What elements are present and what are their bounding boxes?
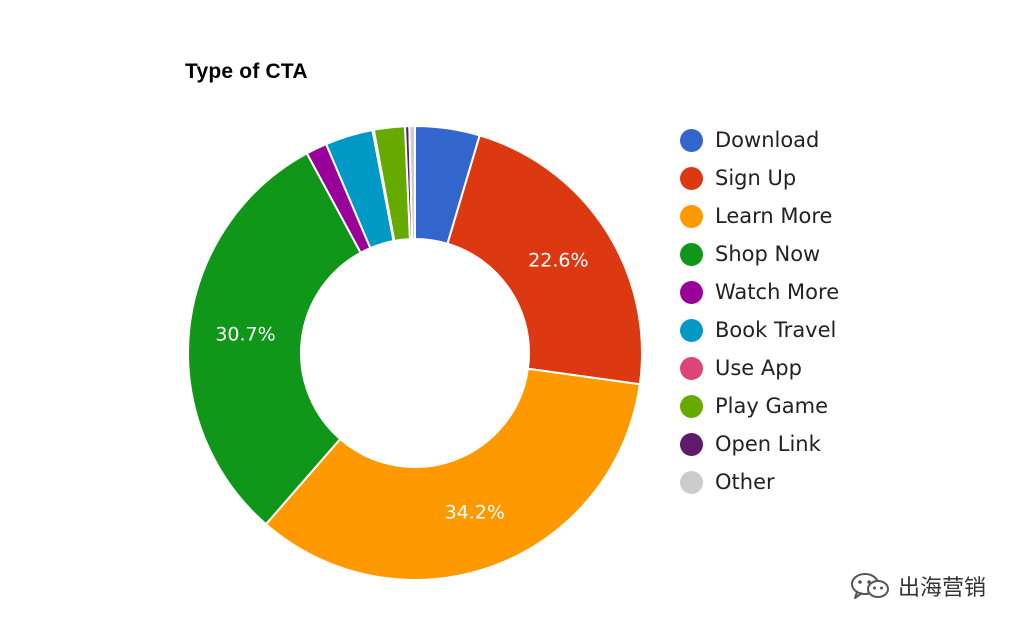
slice-sign-up xyxy=(446,134,643,386)
legend-swatch xyxy=(680,204,703,228)
legend-item-open-link: Open Link xyxy=(680,425,839,463)
legend-label: Shop Now xyxy=(715,242,821,266)
legend-swatch xyxy=(680,432,703,456)
legend-label: Other xyxy=(715,470,775,494)
legend-label: Sign Up xyxy=(715,166,797,190)
legend-label: Play Game xyxy=(715,394,828,418)
legend-swatch xyxy=(680,166,703,190)
data-label-sign-up: 22.6% xyxy=(528,250,588,272)
legend-swatch xyxy=(680,280,703,304)
watermark-text: 出海营销 xyxy=(898,576,987,601)
legend-item-play-game: Play Game xyxy=(680,387,839,425)
data-label-shop-now: 30.7% xyxy=(215,323,275,345)
wechat-icon xyxy=(851,573,889,599)
legend-label: Watch More xyxy=(715,280,840,304)
legend-item-use-app: Use App xyxy=(680,349,839,387)
legend-label: Use App xyxy=(715,356,802,380)
legend-label: Open Link xyxy=(715,432,821,456)
legend-swatch xyxy=(680,128,703,152)
legend-swatch xyxy=(680,470,703,494)
legend-label: Download xyxy=(715,128,820,152)
slice-shop-now xyxy=(187,152,363,526)
legend-swatch xyxy=(680,356,703,380)
legend-item-download: Download xyxy=(680,121,839,159)
legend-item-sign-up: Sign Up xyxy=(680,159,839,197)
slice-learn-more xyxy=(264,367,641,581)
legend-swatch xyxy=(680,394,703,418)
legend-label: Book Travel xyxy=(715,318,837,342)
chart-legend: Download Sign Up Learn More Shop Now Watch M… xyxy=(680,121,839,501)
legend-swatch xyxy=(680,242,703,266)
data-label-learn-more: 34.2% xyxy=(445,502,505,524)
legend-item-book-travel: Book Travel xyxy=(680,311,839,349)
legend-swatch xyxy=(680,318,703,342)
legend-item-shop-now: Shop Now xyxy=(680,235,839,273)
slice-other xyxy=(408,124,416,241)
chart-title: Type of CTA xyxy=(185,60,308,83)
watermark: 出海营销 xyxy=(850,570,986,602)
legend-item-watch-more: Watch More xyxy=(680,273,839,311)
legend-label: Learn More xyxy=(715,204,833,228)
legend-item-other: Other xyxy=(680,463,839,501)
legend-item-learn-more: Learn More xyxy=(680,197,839,235)
